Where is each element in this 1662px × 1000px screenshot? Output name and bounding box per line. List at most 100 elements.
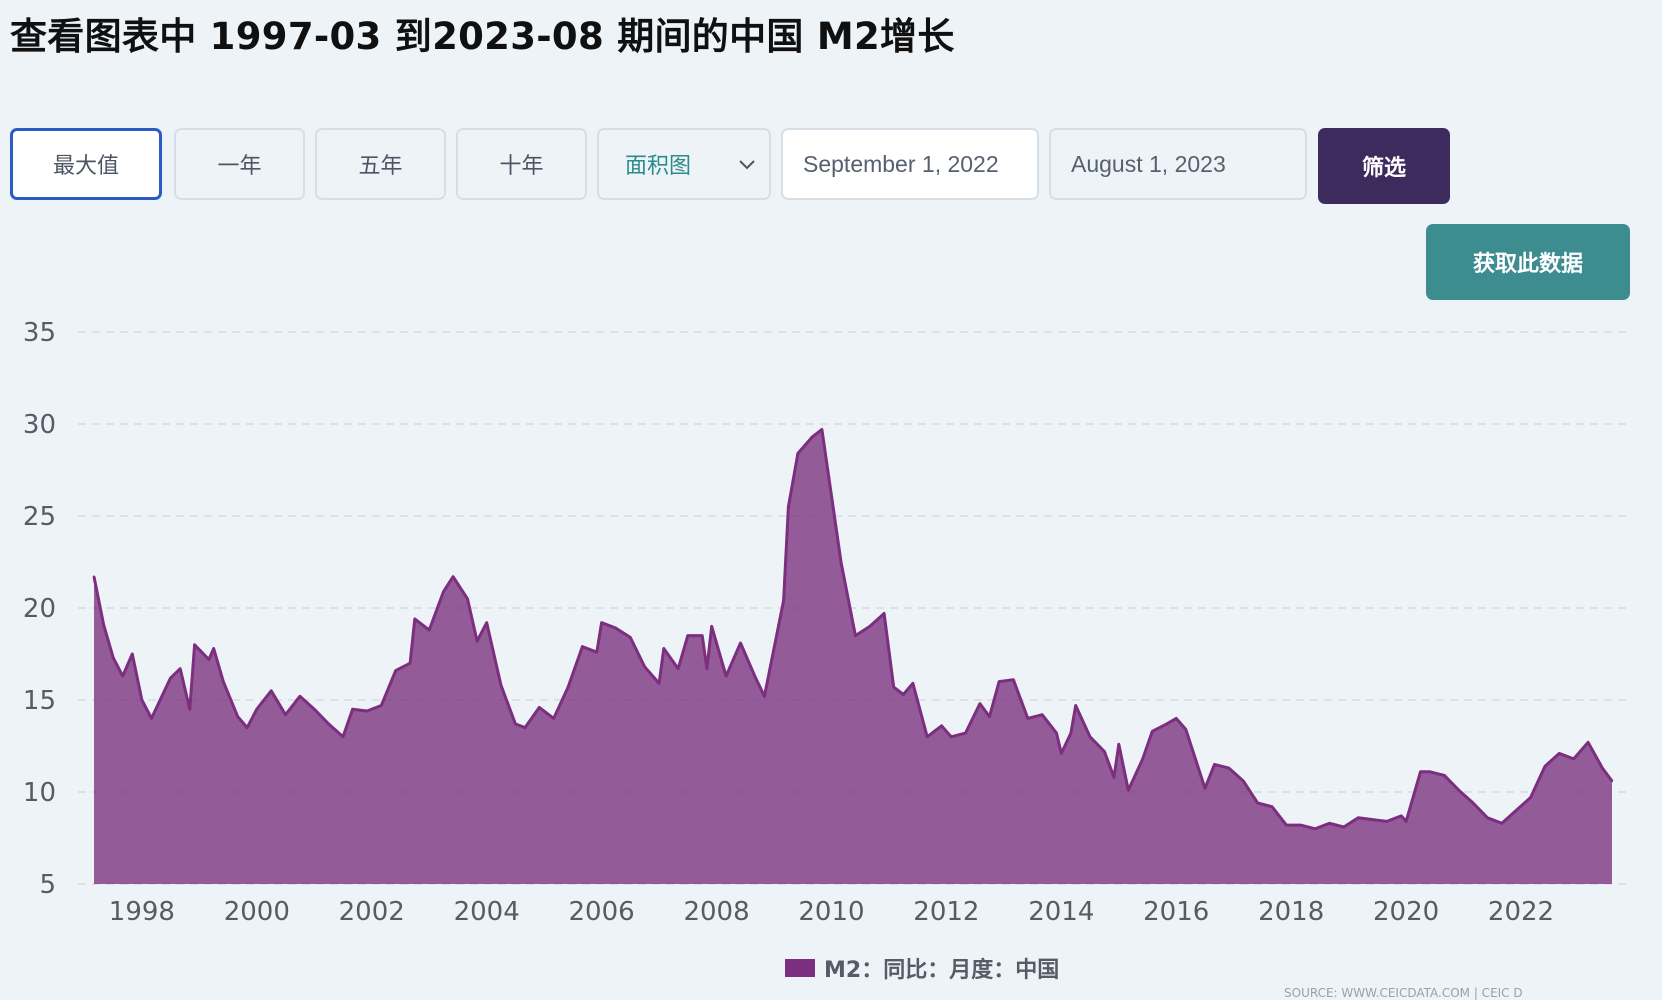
data-point <box>686 634 689 637</box>
range-10y-button[interactable]: 十年 <box>456 128 587 200</box>
data-point <box>428 628 431 632</box>
get-data-button[interactable]: 获取此数据 <box>1426 224 1630 300</box>
data-point <box>701 634 704 637</box>
range-1y-button[interactable]: 一年 <box>174 128 305 200</box>
data-point <box>1165 722 1168 726</box>
data-point <box>1328 822 1331 825</box>
data-point <box>787 505 790 508</box>
chart-type-select[interactable]: 面积图 <box>597 128 771 200</box>
data-point <box>341 735 345 738</box>
data-point <box>1256 801 1259 805</box>
data-point <box>1404 820 1408 823</box>
data-point <box>1103 750 1106 753</box>
data-point <box>1242 779 1245 783</box>
data-point <box>1127 789 1130 792</box>
data-point <box>1285 823 1288 827</box>
data-point <box>92 575 96 578</box>
x-tick-label: 2010 <box>798 897 864 927</box>
range-max-button[interactable]: 最大值 <box>10 128 162 200</box>
data-point <box>566 685 570 689</box>
data-point <box>552 717 555 720</box>
data-point <box>298 695 302 698</box>
data-point <box>1313 827 1317 830</box>
x-tick-label: 2020 <box>1373 897 1439 927</box>
data-point <box>964 731 967 735</box>
data-point <box>1012 678 1015 681</box>
data-point <box>1572 757 1575 761</box>
data-point <box>1543 765 1547 768</box>
data-point <box>1428 770 1432 773</box>
data-point <box>131 652 134 656</box>
data-point <box>940 724 943 727</box>
series-area <box>94 429 1612 884</box>
x-tick-label: 1998 <box>109 897 175 927</box>
data-point <box>499 684 503 687</box>
data-point <box>1601 766 1604 770</box>
data-point <box>1400 814 1403 818</box>
x-tick-label: 2018 <box>1258 897 1324 927</box>
legend-label: M2：同比：月度：中国 <box>824 958 1060 983</box>
data-point <box>1175 717 1178 720</box>
x-tick-label: 2016 <box>1143 897 1209 927</box>
chart-legend[interactable]: M2：同比：月度：中国 <box>785 952 1059 984</box>
data-point <box>1486 816 1489 819</box>
chart-type-value: 面积图 <box>625 154 692 179</box>
data-point <box>284 713 287 716</box>
data-point <box>1074 704 1077 707</box>
data-point <box>313 708 316 711</box>
data-point <box>1270 805 1274 808</box>
data-point <box>523 726 527 729</box>
start-date-input[interactable]: September 1, 2022 <box>781 128 1039 200</box>
data-point <box>1357 816 1360 819</box>
data-point <box>169 676 172 680</box>
data-point <box>643 665 646 669</box>
data-point <box>451 575 455 578</box>
legend-swatch <box>785 959 815 977</box>
data-point <box>629 636 632 639</box>
range-5y-button[interactable]: 五年 <box>315 128 446 200</box>
x-tick-label: 2012 <box>913 897 979 927</box>
data-point <box>1203 787 1207 790</box>
data-point <box>997 680 1001 683</box>
data-point <box>1069 731 1073 735</box>
data-point <box>1385 820 1389 823</box>
data-point <box>1055 731 1058 735</box>
x-tick-label: 2000 <box>224 897 290 927</box>
data-point <box>753 674 756 678</box>
data-point <box>193 643 196 646</box>
x-tick-label: 2022 <box>1488 897 1554 927</box>
data-point <box>255 708 258 711</box>
chevron-down-icon <box>739 160 755 170</box>
data-point <box>413 617 416 621</box>
data-point <box>1419 770 1422 773</box>
data-point <box>1443 774 1446 777</box>
data-point <box>1558 752 1561 755</box>
page-title: 查看图表中 1997-03 到2023-08 期间的中国 M2增长 <box>10 15 955 58</box>
data-point <box>1342 825 1346 829</box>
x-tick-label: 2004 <box>454 897 520 927</box>
data-point <box>1141 757 1144 761</box>
data-point <box>978 702 982 705</box>
data-point <box>950 735 953 738</box>
data-point <box>246 726 249 729</box>
data-point <box>1088 735 1092 738</box>
filter-button[interactable]: 筛选 <box>1318 128 1450 204</box>
data-point <box>1151 730 1154 733</box>
data-point <box>514 722 517 726</box>
data-point <box>581 645 584 648</box>
data-point <box>1586 741 1590 744</box>
data-point <box>475 639 479 643</box>
data-point <box>595 651 598 654</box>
data-point <box>212 647 215 650</box>
data-point <box>485 621 488 624</box>
data-point <box>1529 796 1532 799</box>
data-point <box>657 682 661 685</box>
end-date-input[interactable]: August 1, 2023 <box>1049 128 1307 200</box>
data-point <box>811 435 814 439</box>
data-point <box>442 590 445 593</box>
y-tick-label: 10 <box>23 778 56 808</box>
y-tick-label: 30 <box>23 410 56 440</box>
source-note: SOURCE: WWW.CEICDATA.COM | CEIC D <box>1284 986 1523 1000</box>
data-point <box>1371 818 1374 821</box>
data-point <box>820 428 824 431</box>
